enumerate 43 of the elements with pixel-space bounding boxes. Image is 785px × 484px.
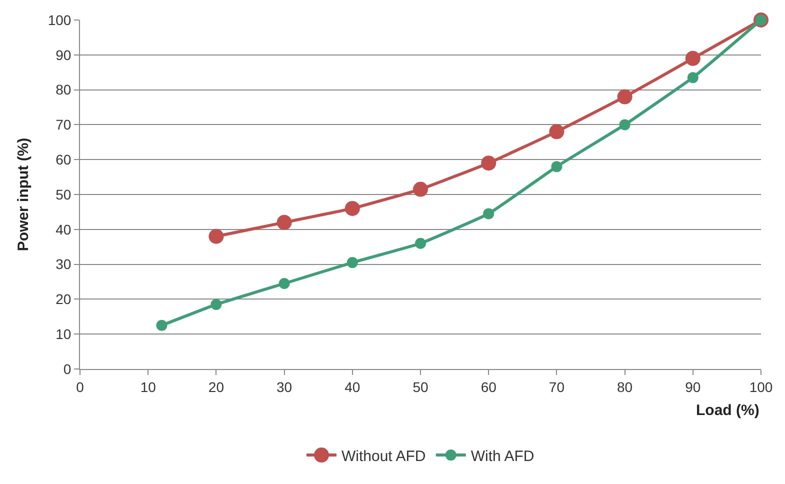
x-tick-label: 100 [749, 378, 773, 395]
point [481, 156, 496, 171]
y-tick-label: 50 [56, 186, 72, 202]
x-tick-label: 50 [412, 378, 428, 395]
point [415, 238, 426, 249]
x-tick-label: 0 [76, 378, 84, 395]
point [551, 161, 562, 172]
y-tick-label: 90 [56, 46, 72, 63]
point [685, 50, 700, 66]
point [413, 182, 428, 197]
point [619, 119, 630, 130]
x-axis-title: Load (%) [696, 402, 760, 419]
x-tick-label: 10 [140, 378, 156, 395]
y-tick-label: 70 [56, 116, 72, 133]
legend-label: Without AFD [342, 448, 426, 465]
point [276, 214, 292, 230]
point [483, 208, 494, 220]
y-tick-label: 10 [56, 326, 72, 342]
point [278, 278, 290, 289]
y-tick-label: 40 [56, 221, 72, 238]
x-tick-label: 80 [617, 378, 633, 395]
x-tick-label: 90 [685, 378, 701, 395]
point [549, 124, 564, 140]
x-tick-label: 30 [276, 378, 292, 395]
y-tick-label: 30 [56, 256, 72, 272]
x-tick-label: 70 [548, 378, 565, 395]
legend-label: With AFD [470, 448, 534, 465]
y-tick-label: 80 [56, 82, 72, 98]
point [617, 89, 632, 104]
y-tick-label: 60 [56, 152, 72, 168]
y-tick-label: 20 [56, 291, 72, 308]
x-tick-label: 20 [208, 378, 224, 395]
point [208, 228, 224, 244]
y-axis-title: Power input (%) [15, 138, 32, 252]
point [687, 72, 698, 84]
x-tick-label: 60 [480, 378, 497, 395]
point [210, 298, 222, 310]
point [346, 257, 358, 268]
point [344, 200, 360, 216]
y-tick-label: 0 [63, 360, 72, 377]
y-tick-label: 100 [48, 12, 72, 28]
x-tick-label: 40 [344, 378, 360, 395]
point [156, 320, 168, 331]
